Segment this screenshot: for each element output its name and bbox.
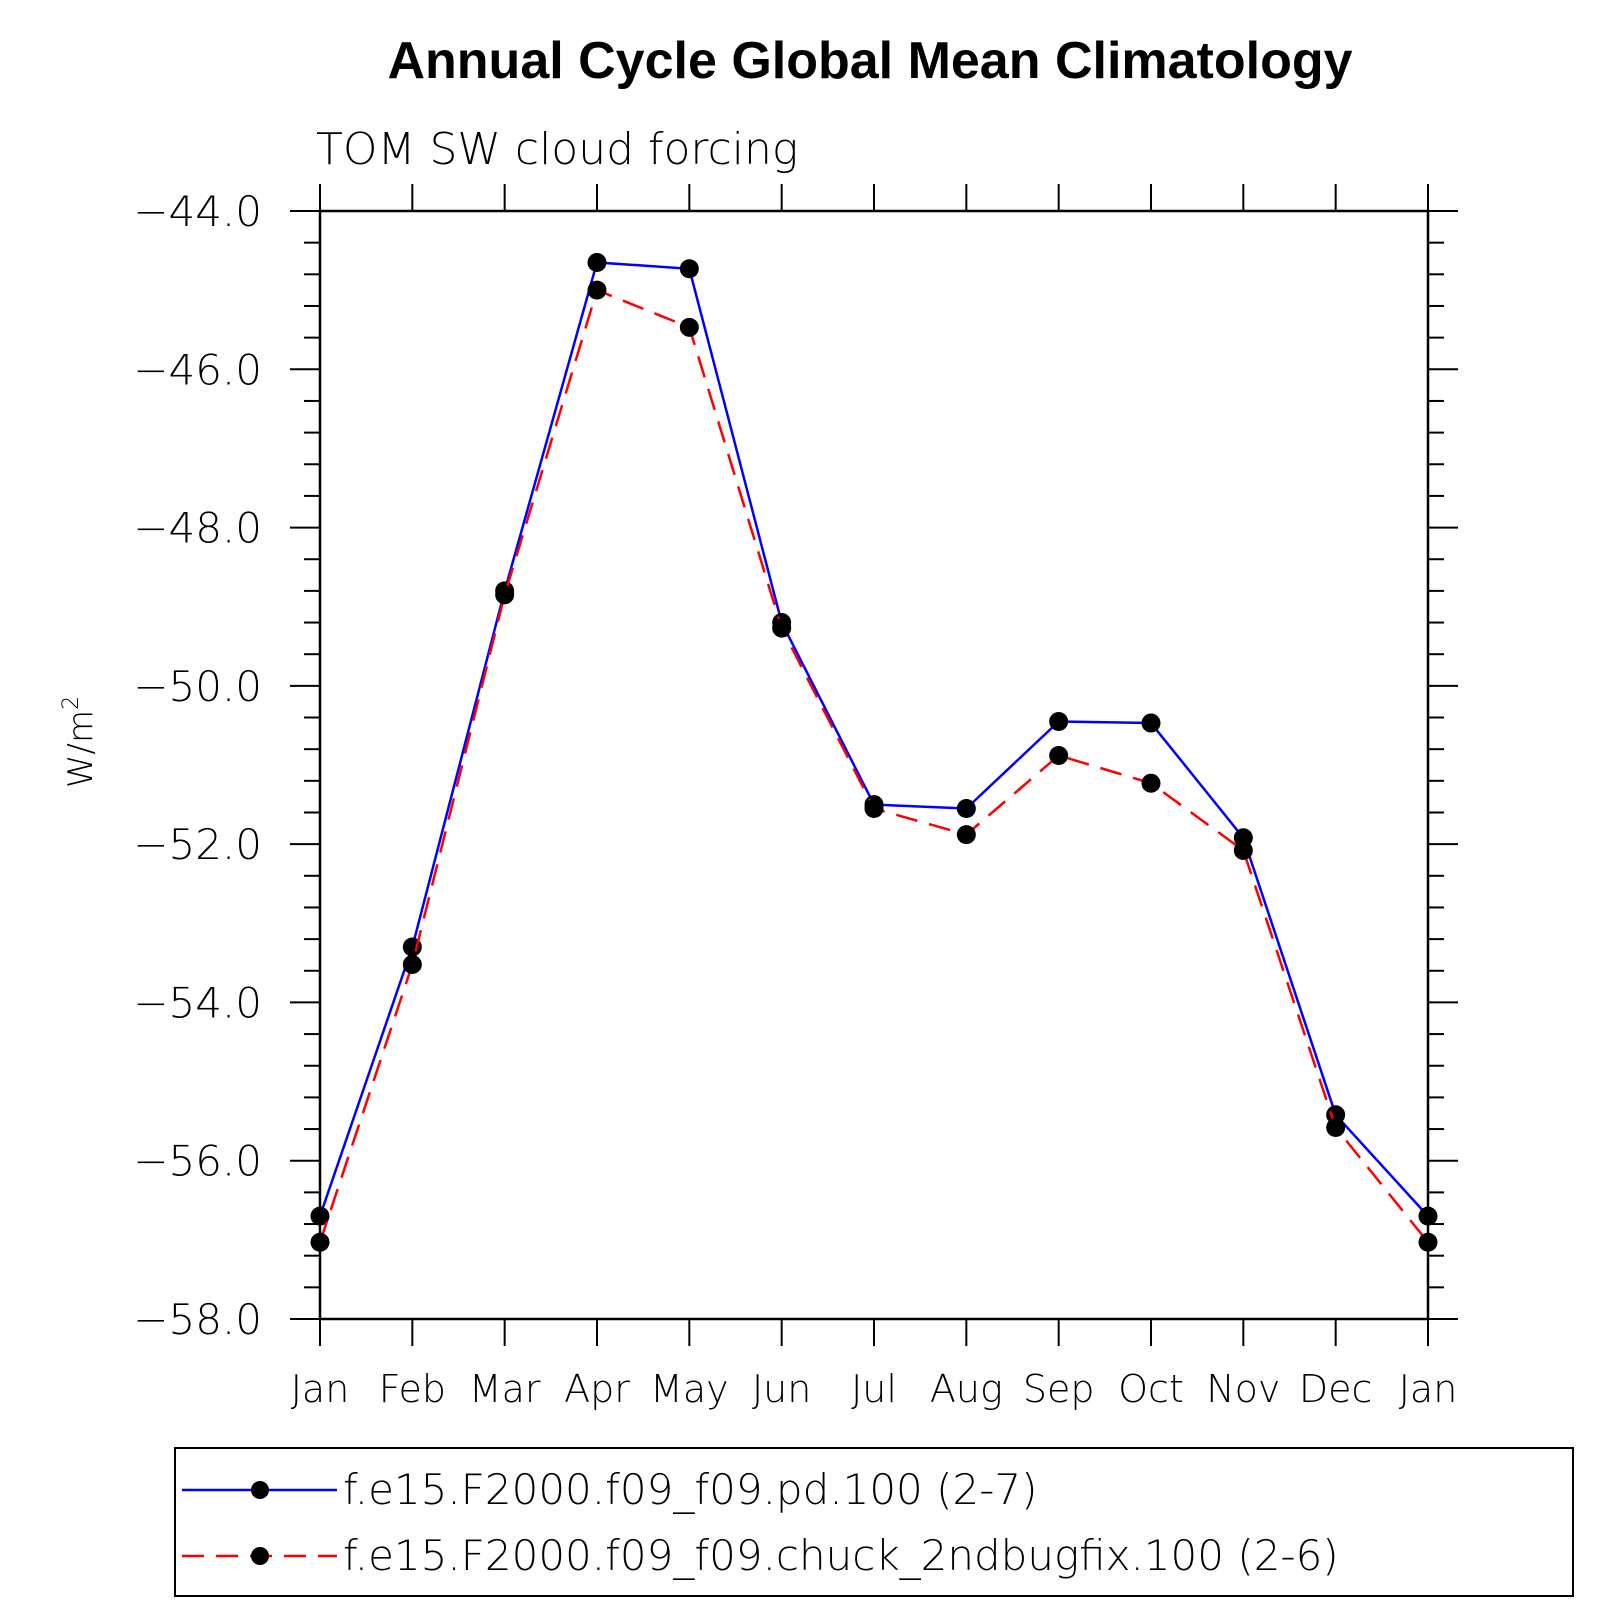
- data-point: [1418, 1206, 1438, 1226]
- data-point: [495, 585, 515, 605]
- legend: f.e15.F2000.f09_f09.pd.100 (2-7) f.e15.F…: [174, 1447, 1574, 1597]
- data-point: [1049, 746, 1069, 766]
- x-tick-label: Dec: [1299, 1367, 1373, 1411]
- data-point: [772, 618, 792, 638]
- y-axis-label-sup: 2: [59, 696, 84, 710]
- data-point: [956, 799, 976, 819]
- series-line-2: [318, 288, 1429, 1244]
- y-tick-label: −46.0: [133, 345, 262, 394]
- data-point: [679, 317, 699, 337]
- data-point: [587, 252, 607, 272]
- y-tick-label: −52.0: [133, 820, 262, 869]
- y-axis-ticks: −44.0 −46.0 −48.0 −50.0 −52.0 −54.0 −56.0 −58.0: [133, 187, 1458, 1344]
- y-tick-label: −44.0: [133, 187, 262, 236]
- legend-entry-1: f.e15.F2000.f09_f09.pd.100 (2-7): [182, 1465, 1037, 1514]
- data-point: [1049, 711, 1069, 731]
- legend-marker-1: [251, 1481, 269, 1499]
- x-axis-ticks: Jan Feb Mar Apr May Jun Jul Aug Sep Oct Nov Dec Jan: [291, 184, 1458, 1411]
- x-tick-label: Oct: [1118, 1367, 1184, 1411]
- data-point: [1233, 840, 1253, 860]
- data-point: [956, 825, 976, 845]
- y-axis-label-base: W/m: [61, 710, 101, 788]
- legend-entry-2: f.e15.F2000.f09_f09.chuck_2ndbugfix.100 …: [182, 1531, 1339, 1580]
- y-tick-label: −56.0: [133, 1137, 262, 1186]
- data-point: [679, 259, 699, 279]
- y-tick-label: −58.0: [133, 1295, 262, 1344]
- data-point: [1326, 1117, 1346, 1137]
- series-line-1: [318, 261, 1429, 1217]
- legend-label-2: f.e15.F2000.f09_f09.chuck_2ndbugfix.100 …: [343, 1531, 1339, 1580]
- x-tick-label: Jan: [291, 1367, 350, 1411]
- x-tick-label: Jul: [851, 1367, 897, 1411]
- data-point: [864, 799, 884, 819]
- x-tick-label: Mar: [469, 1367, 541, 1411]
- y-axis-label: W/m2: [59, 696, 101, 788]
- legend-label-1: f.e15.F2000.f09_f09.pd.100 (2-7): [343, 1465, 1037, 1514]
- chart-subtitle: TOM SW cloud forcing: [316, 124, 798, 175]
- data-point: [1141, 773, 1161, 793]
- x-tick-label: Feb: [379, 1367, 446, 1411]
- data-point: [310, 1232, 330, 1252]
- x-tick-label: Jan: [1399, 1367, 1458, 1411]
- x-tick-label: Sep: [1023, 1367, 1095, 1411]
- y-tick-label: −54.0: [133, 978, 262, 1027]
- series-2: [310, 280, 1438, 1252]
- legend-box: [174, 1447, 1574, 1597]
- series-1: [310, 252, 1438, 1226]
- chart-title: Annual Cycle Global Mean Climatology: [387, 32, 1352, 90]
- data-point: [402, 954, 422, 974]
- x-tick-label: Apr: [564, 1367, 630, 1411]
- data-point: [587, 280, 607, 300]
- plot-frame: [318, 209, 1430, 1321]
- y-tick-label: −48.0: [133, 504, 262, 553]
- x-tick-label: May: [650, 1367, 729, 1411]
- data-point: [310, 1206, 330, 1226]
- x-tick-label: Jun: [752, 1367, 811, 1411]
- x-tick-label: Nov: [1206, 1367, 1280, 1411]
- plot-border: [318, 209, 1430, 1321]
- series-layer: [310, 252, 1438, 1252]
- x-tick-label: Aug: [930, 1367, 1003, 1411]
- data-point: [1418, 1232, 1438, 1252]
- legend-marker-2: [251, 1547, 269, 1565]
- y-tick-label: −50.0: [133, 662, 262, 711]
- data-point: [1141, 713, 1161, 733]
